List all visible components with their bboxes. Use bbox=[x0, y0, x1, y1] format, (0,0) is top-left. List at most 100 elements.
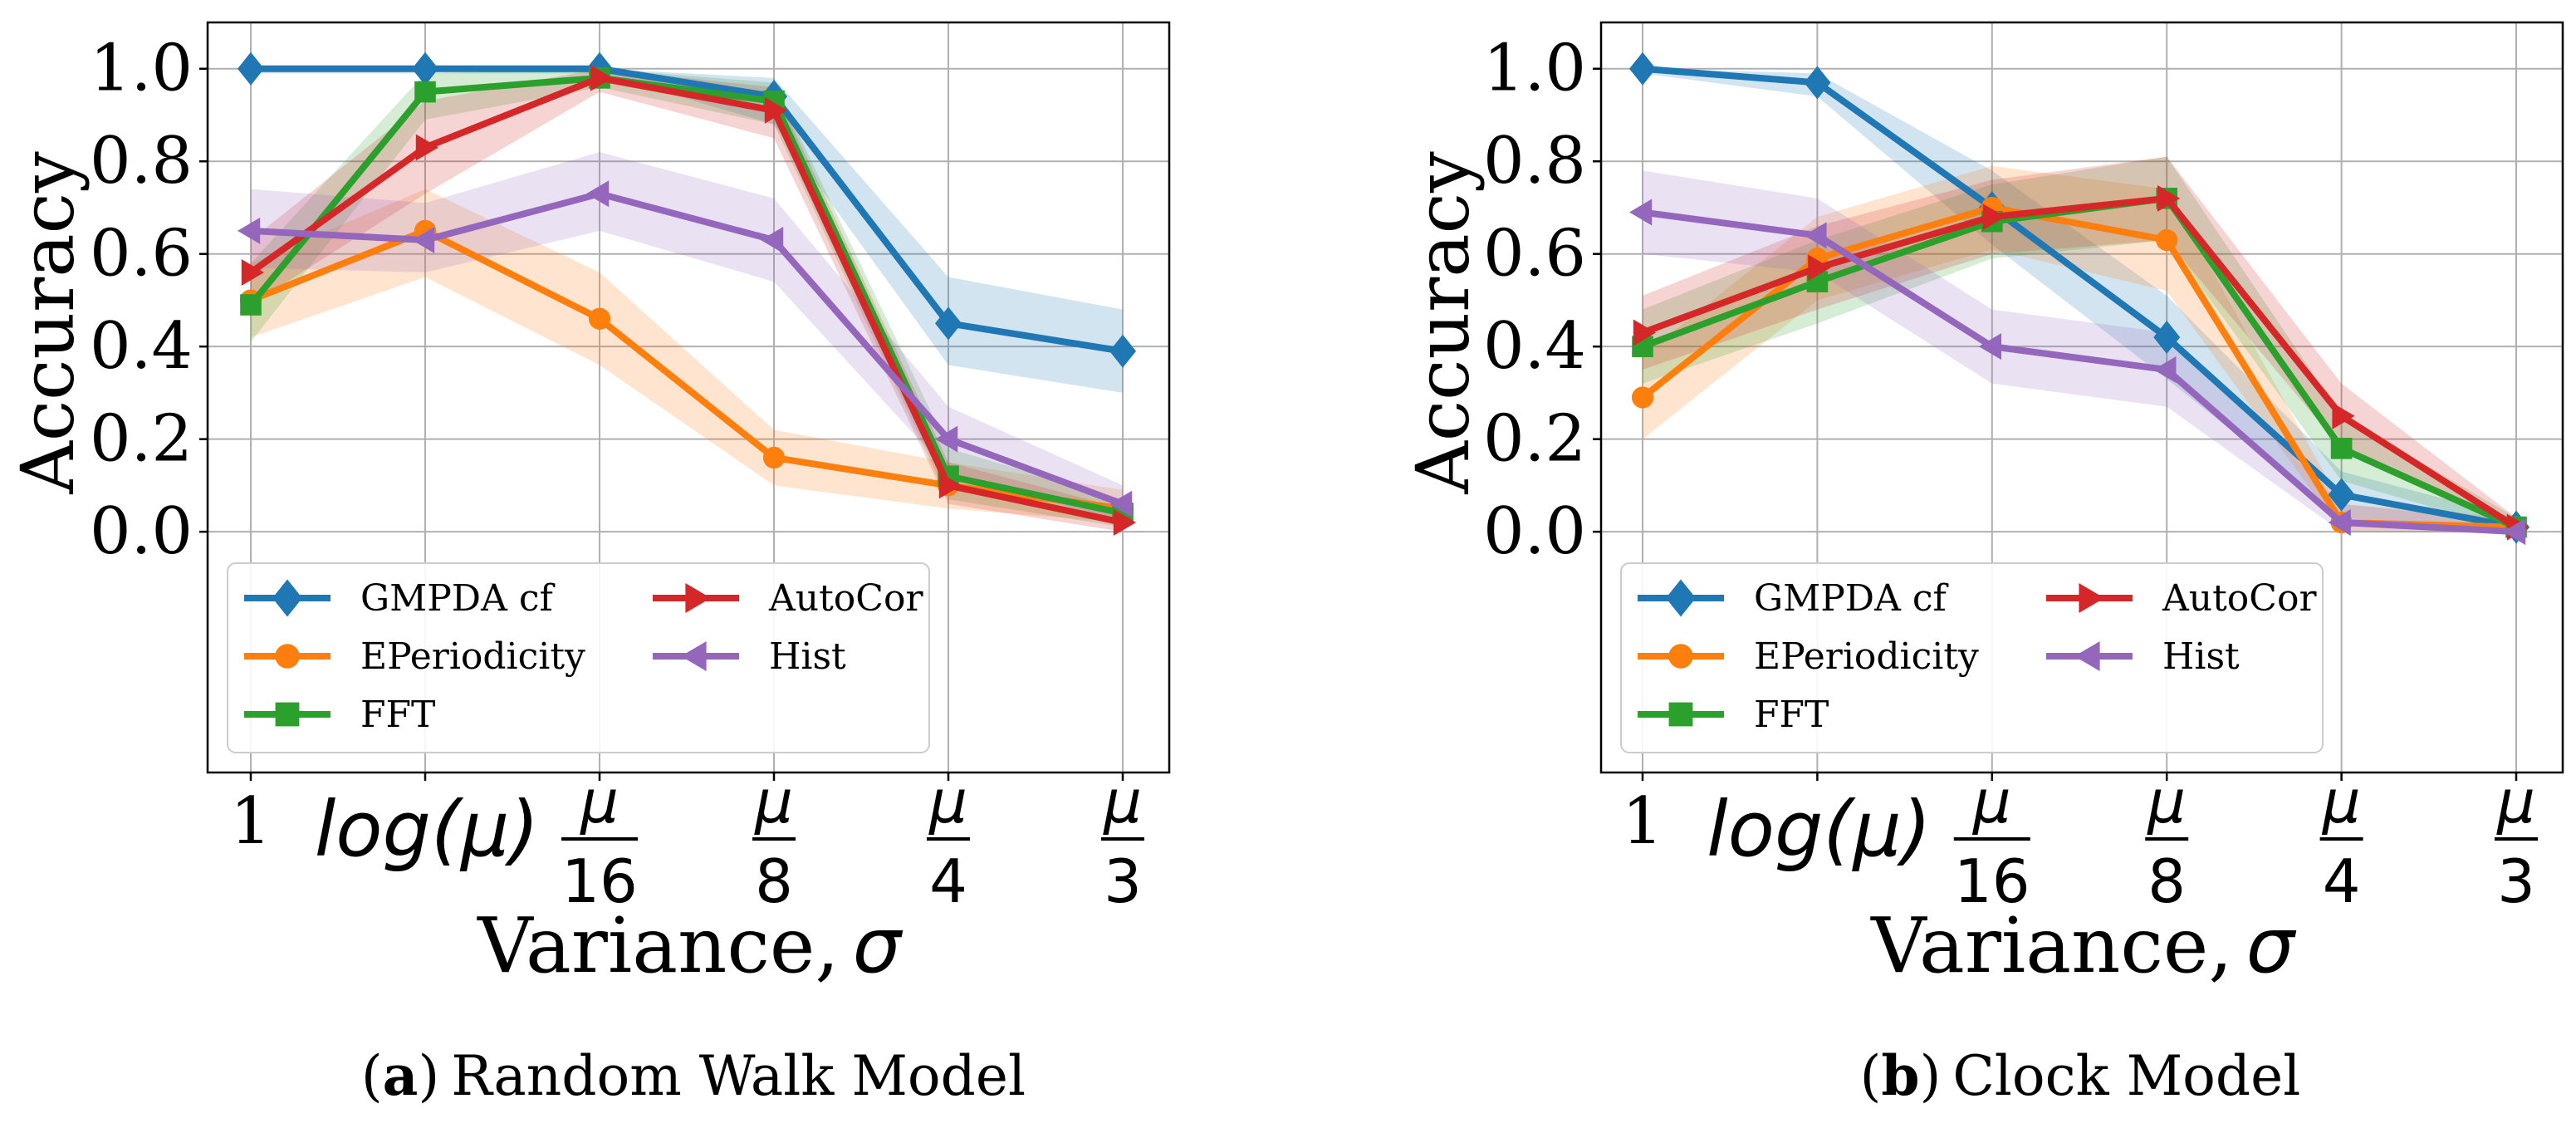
legend-marker bbox=[275, 644, 300, 669]
x-tick-numerator: μ bbox=[754, 767, 793, 836]
data-point bbox=[415, 134, 438, 161]
y-tick-label: 0.8 bbox=[90, 124, 193, 199]
data-point bbox=[938, 472, 962, 499]
series-line bbox=[1641, 194, 2519, 530]
data-point bbox=[2328, 509, 2351, 536]
figure-caption: (b) Clock Model bbox=[1860, 1043, 2301, 1108]
data-point bbox=[412, 226, 435, 253]
data-point bbox=[240, 294, 262, 316]
chart-panel-clock: 0.00.20.40.60.81.01 log(μ) μ16μ8μ4μ3Accura… bbox=[1400, 21, 2564, 1108]
legend-label: Hist bbox=[769, 635, 846, 678]
series-line bbox=[251, 65, 1124, 355]
data-point bbox=[1804, 66, 1831, 100]
legend-label: EPeriodicity bbox=[1754, 635, 1979, 678]
caption-letter: a bbox=[383, 1043, 419, 1108]
y-tick-label: 1.0 bbox=[1483, 32, 1586, 106]
confidence-band bbox=[1643, 156, 2516, 532]
legend-label: GMPDA cf bbox=[360, 577, 555, 620]
x-tick-fraction: μ 16 bbox=[561, 767, 638, 916]
legend-item: EPeriodicity bbox=[1638, 635, 1979, 678]
data-point bbox=[1113, 509, 1136, 536]
x-tick-label: 1 bbox=[230, 784, 272, 859]
x-tick-denominator: 16 bbox=[561, 846, 638, 916]
y-tick-label: 1.0 bbox=[90, 32, 193, 106]
x-tick-fraction: μ8 bbox=[2145, 767, 2189, 916]
chart-panel-random-walk: 0.00.20.40.60.81.01 log(μ) μ16μ8μ4μ3Accura… bbox=[5, 21, 1171, 1108]
x-tick-label: log(μ) bbox=[315, 785, 540, 874]
confidence-band bbox=[251, 189, 1123, 522]
data-point bbox=[935, 425, 958, 453]
x-tick-fraction: μ3 bbox=[2495, 767, 2538, 916]
x-tick-numerator: μ bbox=[2147, 767, 2186, 836]
caption-letter: b bbox=[1881, 1043, 1919, 1108]
confidence-band bbox=[1643, 68, 2516, 532]
legend-marker bbox=[1666, 579, 1696, 617]
x-axis-label: Variance, σ bbox=[1870, 901, 2297, 990]
series-line bbox=[1642, 208, 2517, 536]
data-point bbox=[590, 64, 613, 91]
x-tick-fraction: μ4 bbox=[2319, 767, 2363, 916]
y-axis-label: Accuracy bbox=[1400, 151, 1486, 495]
y-tick-label: 0.2 bbox=[90, 402, 193, 477]
x-tick-denominator: 3 bbox=[2497, 846, 2535, 916]
legend-item: FFT bbox=[1638, 694, 1829, 736]
x-tick-numerator: μ bbox=[580, 767, 619, 836]
series-line bbox=[248, 74, 1124, 526]
x-tick-denominator: 3 bbox=[1104, 846, 1142, 916]
x-tick-numerator: μ bbox=[928, 767, 967, 836]
legend-item: Hist bbox=[2046, 635, 2240, 678]
caption-text: Clock Model bbox=[1952, 1044, 2300, 1108]
data-point bbox=[1109, 490, 1133, 517]
y-tick-label: 0.0 bbox=[90, 494, 193, 569]
x-tick-fraction: μ8 bbox=[752, 767, 796, 916]
legend-marker bbox=[685, 583, 711, 613]
x-tick-numerator: μ bbox=[2322, 767, 2361, 836]
x-tick-fraction: μ 16 bbox=[1953, 767, 2030, 916]
legend-item: EPeriodicity bbox=[244, 635, 585, 678]
legend-label: AutoCor bbox=[768, 577, 923, 620]
legend-item: GMPDA cf bbox=[244, 577, 555, 620]
x-axis-label-symbol: σ bbox=[2246, 901, 2297, 990]
x-axis-label: Variance, σ bbox=[477, 901, 904, 990]
data-point bbox=[586, 180, 610, 208]
data-point bbox=[2153, 356, 2177, 384]
legend-marker bbox=[681, 641, 707, 671]
x-tick-numerator: μ bbox=[1972, 767, 2011, 836]
legend: GMPDA cf EPeriodicity FFT AutoCor Hist bbox=[1620, 562, 2324, 753]
legend: GMPDA cf EPeriodicity FFT AutoCor Hist bbox=[227, 562, 930, 753]
data-point bbox=[1109, 334, 1136, 368]
caption-paren-open: ( bbox=[361, 1044, 383, 1108]
legend-label: GMPDA cf bbox=[1754, 577, 1948, 620]
data-point bbox=[2156, 228, 2178, 252]
confidence-band bbox=[251, 68, 1123, 532]
legend-label: EPeriodicity bbox=[360, 635, 585, 678]
confidence-band bbox=[251, 152, 1123, 522]
y-axis-label: Accuracy bbox=[5, 151, 91, 495]
x-tick-denominator: 16 bbox=[1954, 846, 2030, 916]
legend-marker bbox=[1668, 644, 1693, 669]
y-tick-label: 0.4 bbox=[1483, 309, 1586, 384]
legend-item: Hist bbox=[653, 635, 846, 678]
data-point bbox=[2157, 184, 2181, 212]
caption-paren-close: ) bbox=[418, 1044, 439, 1108]
data-point bbox=[414, 81, 436, 103]
y-tick-label: 0.2 bbox=[1483, 402, 1586, 477]
plot-frame bbox=[206, 21, 1171, 774]
x-tick-numerator: μ bbox=[1103, 767, 1142, 836]
x-tick-denominator: 8 bbox=[2147, 846, 2186, 916]
x-tick-numerator: μ bbox=[2496, 767, 2535, 836]
data-point bbox=[2332, 402, 2355, 429]
legend-marker bbox=[275, 702, 300, 727]
legend-label: FFT bbox=[360, 694, 435, 736]
confidence-band bbox=[251, 68, 1123, 527]
data-point bbox=[238, 52, 264, 86]
data-point bbox=[1808, 254, 1831, 282]
x-axis-label-symbol: σ bbox=[853, 901, 904, 990]
series-line bbox=[1642, 65, 2517, 531]
data-point bbox=[2153, 321, 2181, 355]
confidence-band bbox=[1643, 156, 2516, 532]
legend-label: AutoCor bbox=[2162, 577, 2317, 620]
x-axis-label-text: Variance, bbox=[1870, 901, 2233, 990]
data-point bbox=[412, 52, 438, 86]
x-tick-label: log(μ) bbox=[1707, 785, 1932, 874]
